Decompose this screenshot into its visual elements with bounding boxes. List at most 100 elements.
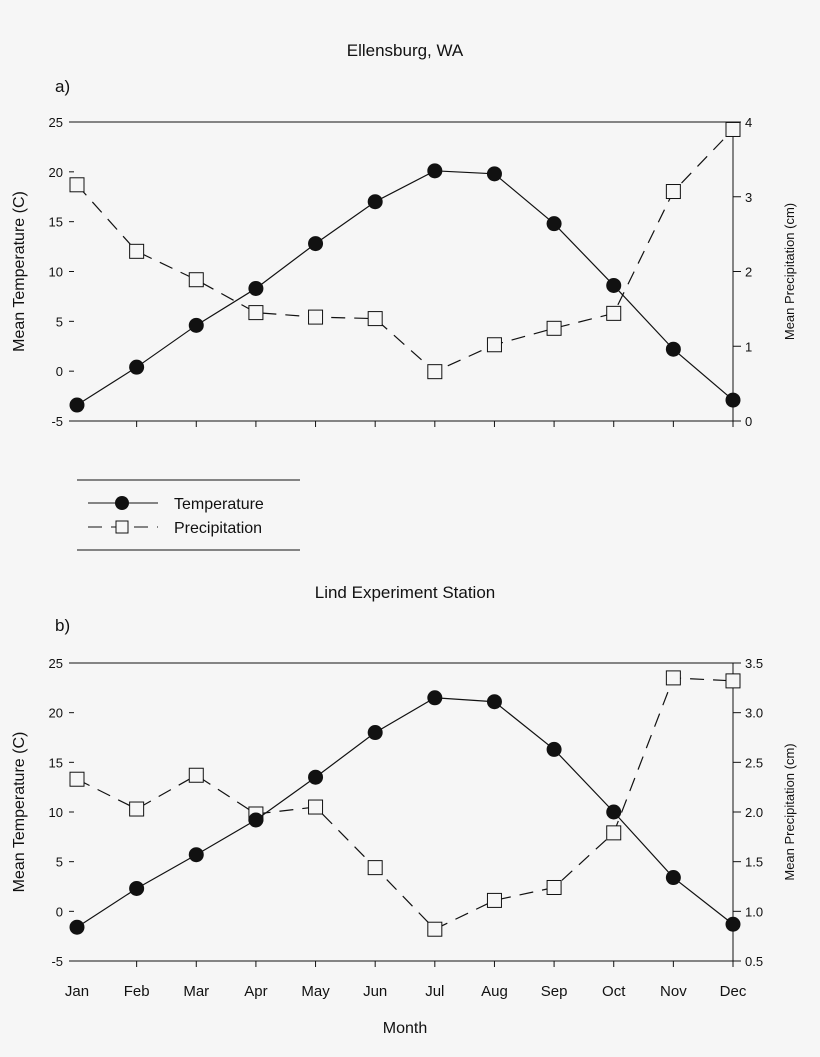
panel-label: b) — [55, 616, 70, 635]
y-tick-label: 10 — [49, 805, 63, 820]
precipitation-point — [606, 825, 622, 841]
y2-tick-label: 3.0 — [745, 706, 763, 721]
y-axis-label: Mean Temperature (C) — [11, 191, 28, 352]
precipitation-point — [308, 799, 324, 815]
y-tick-label: 15 — [49, 755, 63, 770]
y-tick-label: 0 — [56, 904, 63, 919]
temperature-series-line — [76, 170, 734, 406]
precipitation-point — [69, 177, 85, 193]
temperature-point — [665, 341, 681, 357]
panel-label: a) — [55, 77, 70, 96]
temperature-point — [725, 392, 741, 408]
x-tick-label: Apr — [244, 983, 267, 1000]
y2-axis-label: Mean Precipitation (cm) — [782, 203, 797, 340]
y2-tick-label: 2.5 — [745, 755, 763, 770]
y-tick-label: 20 — [49, 706, 63, 721]
temperature-point — [129, 880, 145, 896]
y-tick-label: -5 — [51, 414, 63, 429]
x-tick-label: Jan — [65, 983, 89, 1000]
y-tick-label: 0 — [56, 364, 63, 379]
precipitation-series-line — [76, 129, 734, 373]
y2-tick-label: 1.5 — [745, 855, 763, 870]
precipitation-point — [725, 673, 741, 689]
precipitation-point — [188, 767, 204, 783]
y2-tick-label: 1.0 — [745, 904, 763, 919]
x-tick-label: Jun — [363, 983, 387, 1000]
temperature-point — [427, 690, 443, 706]
chart-panel-b: Lind Experiment Station b) -5 0 5 10 15 20 25 0.5… — [11, 583, 797, 1037]
precipitation-point — [665, 184, 681, 200]
y-tick-label: 25 — [49, 656, 63, 671]
precipitation-point — [546, 879, 562, 895]
precipitation-point — [725, 121, 741, 137]
temperature-series-line — [76, 697, 734, 928]
precipitation-point — [486, 337, 502, 353]
temperature-point — [188, 317, 204, 333]
temperature-point — [129, 359, 145, 375]
temperature-point — [308, 769, 324, 785]
y2-tick-label: 2 — [745, 265, 752, 280]
x-tick-label: Dec — [720, 983, 747, 1000]
temperature-point — [248, 812, 264, 828]
precipitation-point — [367, 311, 383, 327]
temperature-point — [606, 804, 622, 820]
legend-temperature-label: Temperature — [174, 496, 264, 513]
precipitation-point — [188, 272, 204, 288]
precipitation-point — [367, 860, 383, 876]
chart-title: Ellensburg, WA — [347, 41, 464, 60]
x-tick-label: Feb — [124, 983, 150, 1000]
temperature-point — [665, 870, 681, 886]
y2-tick-label: 4 — [745, 115, 752, 130]
precipitation-series-line — [76, 677, 734, 930]
temperature-point — [367, 194, 383, 210]
y-tick-label: 10 — [49, 265, 63, 280]
y2-tick-label: 3 — [745, 190, 752, 205]
y2-tick-label: 2.0 — [745, 805, 763, 820]
precipitation-point — [129, 801, 145, 817]
temperature-point — [725, 916, 741, 932]
x-tick-label: Sep — [541, 983, 568, 1000]
x-tick-label: Jul — [425, 983, 444, 1000]
legend: Temperature Precipitation — [77, 479, 300, 551]
precipitation-point — [427, 921, 443, 937]
precipitation-point — [69, 771, 85, 787]
chart-panel-a: Ellensburg, WA a) -5 0 5 10 15 20 25 0 1 2 3 4 Mean Te… — [11, 41, 797, 429]
y-axis-label: Mean Temperature (C) — [11, 732, 28, 893]
temperature-point — [188, 847, 204, 863]
legend-precipitation-marker — [115, 520, 129, 534]
x-tick-label: Nov — [660, 983, 687, 1000]
y2-tick-label: 0.5 — [745, 954, 763, 969]
x-tick-label: Aug — [481, 983, 508, 1000]
temperature-point — [367, 725, 383, 741]
temperature-point — [606, 277, 622, 293]
x-tick-label: Mar — [183, 983, 209, 1000]
y-tick-label: 20 — [49, 165, 63, 180]
y-tick-label: 25 — [49, 115, 63, 130]
precipitation-point — [546, 320, 562, 336]
y2-axis-label: Mean Precipitation (cm) — [782, 743, 797, 880]
temperature-point — [69, 919, 85, 935]
y-tick-label: 5 — [56, 855, 63, 870]
y2-tick-label: 0 — [745, 414, 752, 429]
chart-title: Lind Experiment Station — [315, 583, 496, 602]
temperature-point — [69, 397, 85, 413]
precipitation-point — [606, 305, 622, 321]
x-tick-label: May — [301, 983, 330, 1000]
temperature-point — [308, 236, 324, 252]
temperature-point — [486, 166, 502, 182]
y2-tick-label: 3.5 — [745, 656, 763, 671]
precipitation-point — [665, 670, 681, 686]
temperature-point — [546, 216, 562, 232]
y-tick-label: -5 — [51, 954, 63, 969]
y-tick-label: 15 — [49, 215, 63, 230]
x-tick-label: Oct — [602, 983, 626, 1000]
temperature-point — [427, 163, 443, 179]
precipitation-point — [129, 243, 145, 259]
legend-temperature-marker — [115, 496, 129, 510]
y-tick-label: 5 — [56, 314, 63, 329]
temperature-point — [546, 741, 562, 757]
temperature-point — [248, 280, 264, 296]
precipitation-point — [308, 309, 324, 325]
temperature-point — [486, 694, 502, 710]
